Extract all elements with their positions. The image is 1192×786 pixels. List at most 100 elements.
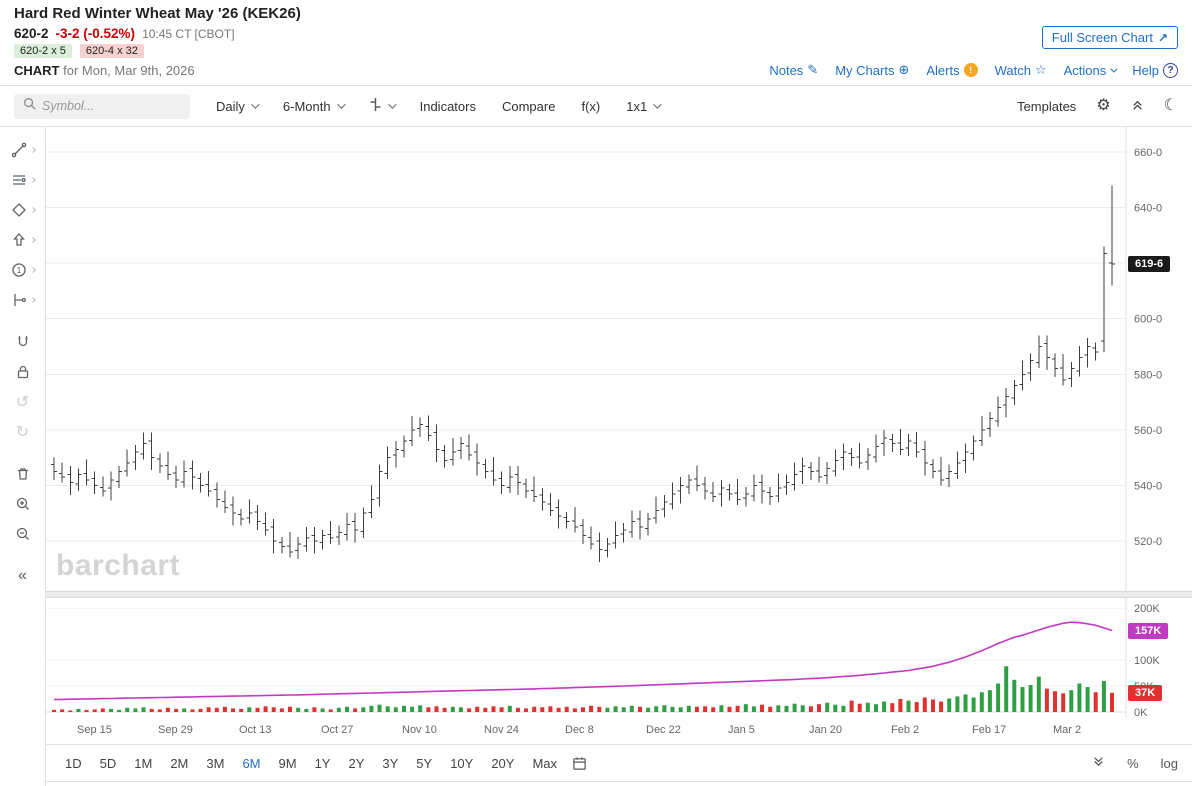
ohlc-bar <box>295 536 302 559</box>
last-price-axis-badge: 619-6 <box>1128 255 1171 272</box>
range-button-6m[interactable]: 6M <box>233 752 269 775</box>
volume-bar <box>1044 688 1049 712</box>
volume-bar <box>833 704 838 712</box>
range-button-3y[interactable]: 3Y <box>373 752 407 775</box>
ohlc-bar <box>693 465 700 491</box>
dark-mode-moon-icon[interactable]: ☾ <box>1163 97 1178 114</box>
volume-bar <box>231 708 235 712</box>
templates-button[interactable]: Templates <box>1017 99 1076 114</box>
watch-link[interactable]: Watch ☆ <box>995 62 1047 78</box>
ohlc-bar <box>637 510 643 540</box>
shapes-tool[interactable] <box>0 195 46 225</box>
range-button-10y[interactable]: 10Y <box>441 752 482 775</box>
collapse-toolbar-icon[interactable] <box>1131 98 1144 115</box>
actions-label: Actions <box>1063 62 1107 78</box>
compare-label: Compare <box>501 98 556 114</box>
range-button-9m[interactable]: 9M <box>270 752 306 775</box>
ohlc-bar <box>539 488 546 511</box>
arrow-annotation-tool[interactable] <box>0 225 46 255</box>
volume-bar <box>206 707 211 712</box>
collapse-panel-icon[interactable] <box>1092 755 1105 771</box>
zoom-out-button[interactable] <box>0 519 46 549</box>
volume-chart[interactable]: 200K100K50K0K <box>46 598 1192 718</box>
my-charts-link[interactable]: My Charts ⊕ <box>835 62 909 78</box>
volume-bar <box>572 708 577 712</box>
notes-link[interactable]: Notes ✎ <box>769 62 818 78</box>
volume-bar <box>117 709 122 712</box>
redo-button[interactable]: ↻ <box>0 417 46 447</box>
volume-bar <box>719 705 724 712</box>
lines-tool[interactable] <box>0 165 46 195</box>
symbol-search-input[interactable] <box>42 99 172 113</box>
volume-bar <box>377 704 382 712</box>
volume-bar <box>361 707 366 712</box>
ohlc-bar <box>1109 185 1115 286</box>
full-screen-chart-button[interactable]: Full Screen Chart ↗ <box>1041 26 1178 49</box>
compare-button[interactable]: Compare <box>502 99 555 114</box>
full-screen-chart-label: Full Screen Chart <box>1051 30 1153 45</box>
range-button-1m[interactable]: 1M <box>125 752 161 775</box>
help-link[interactable]: Help ? <box>1132 62 1178 78</box>
period-dropdown[interactable]: Daily <box>216 99 260 114</box>
ohlc-bar <box>205 470 212 497</box>
undo-button[interactable]: ↺ <box>0 387 46 417</box>
panel-resize-handle[interactable] <box>46 591 1192 598</box>
volume-bar <box>109 708 113 712</box>
range-button-max[interactable]: Max <box>523 752 566 775</box>
symbol-search[interactable] <box>14 93 190 119</box>
volume-bar <box>467 708 472 712</box>
trendline-tool[interactable] <box>0 135 46 165</box>
range-toolbar: 1D 5D 1M 2M 3M 6M 9M 1Y 2Y 3Y 5Y 10Y 20Y Max % log <box>46 744 1192 782</box>
log-scale-button[interactable]: log <box>1160 755 1178 771</box>
collapse-sidebar-button[interactable]: « <box>0 561 46 591</box>
numbered-annotation-tool[interactable]: 1 <box>0 255 46 285</box>
range-button-1d[interactable]: 1D <box>56 752 91 775</box>
ohlc-bar <box>1052 353 1058 378</box>
quote-row: 620-2 -3-2 (-0.52%) 10:45 CT [CBOT] <box>14 26 1178 41</box>
magnet-tool[interactable] <box>0 327 46 357</box>
volume-bar <box>328 709 333 712</box>
notes-edit-icon: ✎ <box>807 62 819 77</box>
actions-dropdown[interactable]: Actions <box>1063 62 1118 78</box>
range-button-5d[interactable]: 5D <box>91 752 126 775</box>
volume-bar <box>402 705 406 712</box>
x-axis: Sep 15 Sep 29 Oct 13 Oct 27 Nov 10 Nov 24 Dec … <box>46 718 1192 744</box>
ohlc-bar <box>588 526 595 550</box>
settings-gear-icon[interactable]: ⚙ <box>1096 97 1111 114</box>
ohlc-bar <box>1076 345 1083 377</box>
range-button-1y[interactable]: 1Y <box>306 752 340 775</box>
volume-bar <box>255 707 260 712</box>
expand-icon: ↗ <box>1157 30 1168 45</box>
volume-bar <box>548 706 553 712</box>
chart-label: CHART <box>14 62 60 78</box>
grid-layout-dropdown[interactable]: 1x1 <box>626 99 662 114</box>
volume-bar <box>76 708 81 712</box>
alerts-link[interactable]: Alerts ! <box>926 63 978 78</box>
range-button-2m[interactable]: 2M <box>161 752 197 775</box>
zoom-in-button[interactable] <box>0 489 46 519</box>
lock-drawings-tool[interactable] <box>0 357 46 387</box>
percent-scale-button[interactable]: % <box>1127 755 1139 771</box>
range-button-3m[interactable]: 3M <box>197 752 233 775</box>
x-axis-label: Sep 29 <box>158 724 193 736</box>
watch-label: Watch <box>994 62 1031 78</box>
delete-drawings-button[interactable] <box>0 459 46 489</box>
ohlc-bar <box>384 446 391 480</box>
bar-type-dropdown[interactable] <box>369 97 397 115</box>
x-axis-label: Oct 27 <box>321 724 354 736</box>
fx-button[interactable]: f(x) <box>581 99 600 114</box>
ohlc-bar <box>409 416 416 446</box>
volume-bar <box>174 708 179 712</box>
volume-bar <box>133 708 138 712</box>
indicators-button[interactable]: Indicators <box>420 99 476 114</box>
ohlc-bar <box>91 471 98 494</box>
range-button-20y[interactable]: 20Y <box>482 752 523 775</box>
range-button-2y[interactable]: 2Y <box>339 752 373 775</box>
volume-bar <box>426 707 431 712</box>
range-button-5y[interactable]: 5Y <box>407 752 441 775</box>
pitchfork-tool[interactable] <box>0 285 46 315</box>
volume-bar <box>808 706 813 712</box>
range-dropdown[interactable]: 6-Month <box>283 99 346 114</box>
calendar-icon[interactable] <box>572 756 587 771</box>
